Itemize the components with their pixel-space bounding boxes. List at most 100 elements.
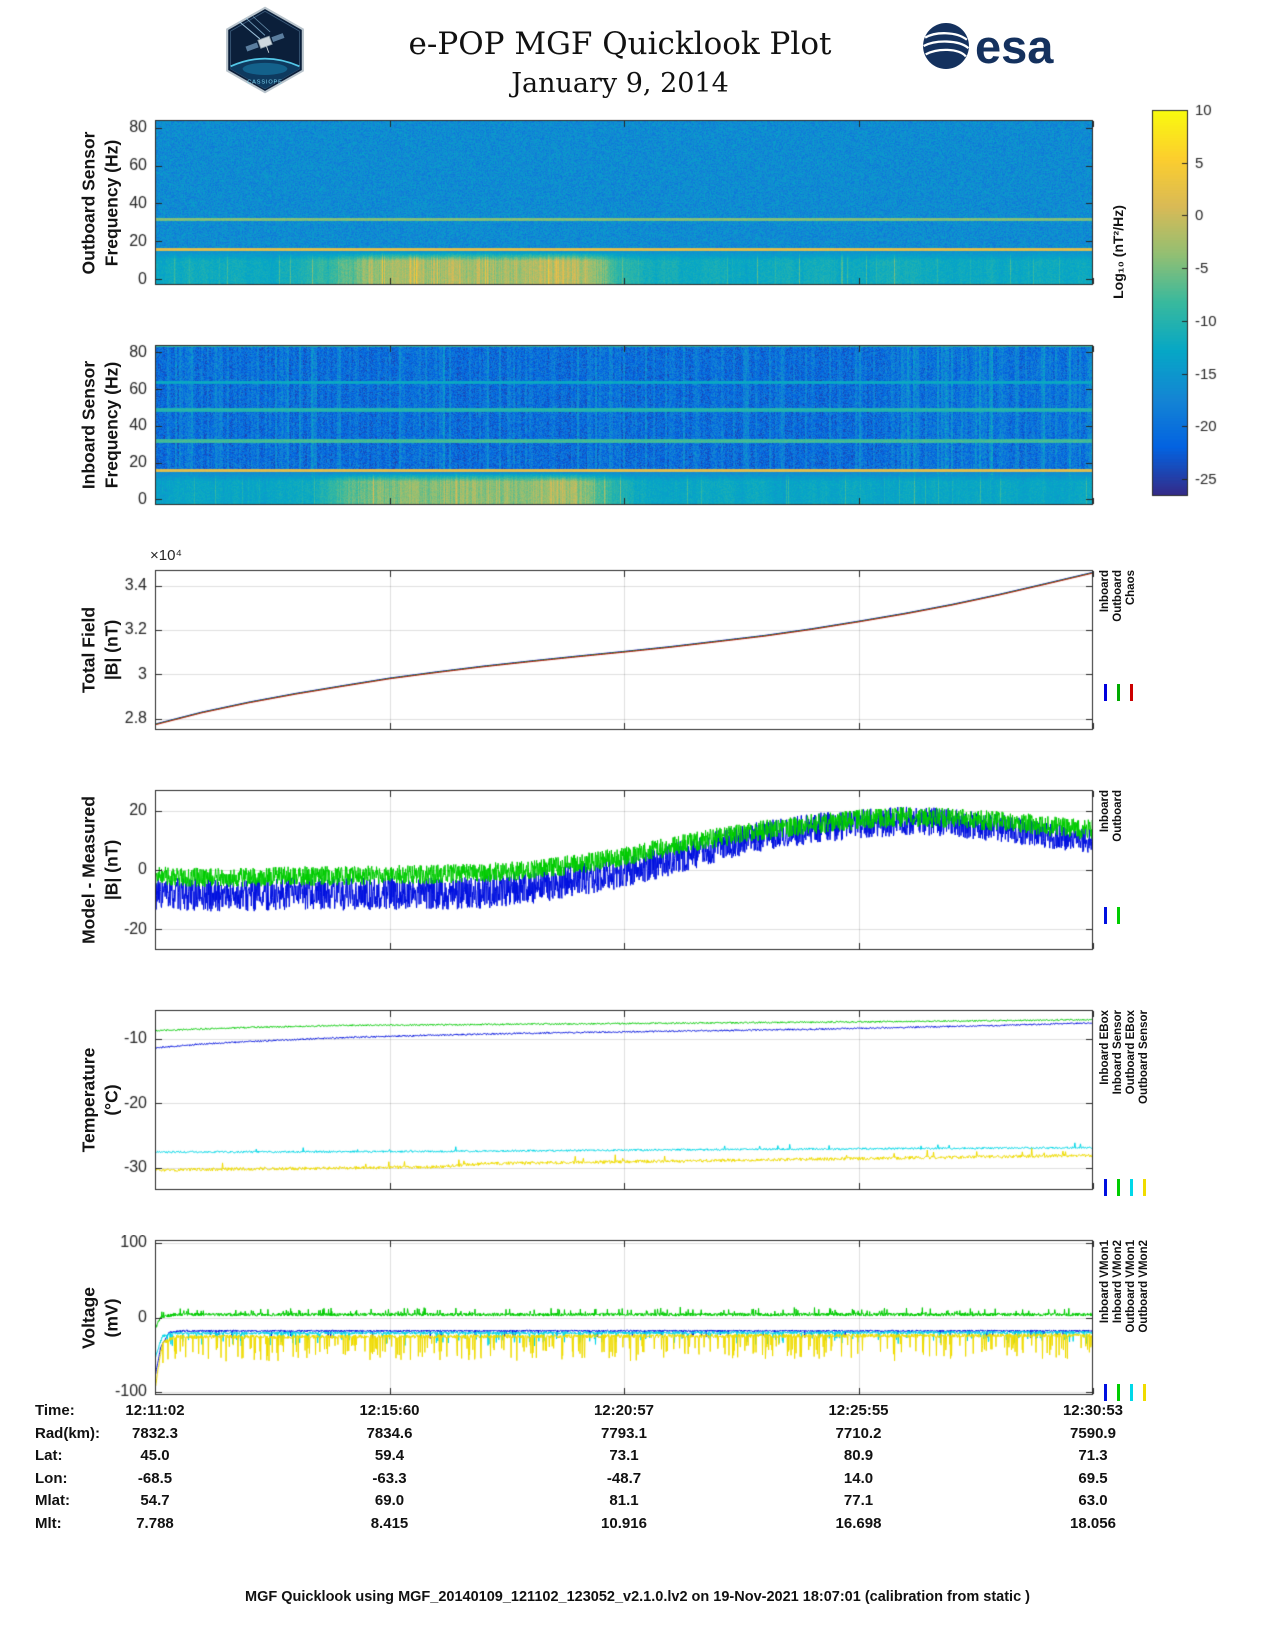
legend-marker [1104, 1179, 1107, 1196]
ephemeris-row-lat: Lat: 45.0 59.4 73.1 80.9 71.3 [0, 1447, 1275, 1470]
ephemeris-value: 81.1 [609, 1492, 639, 1509]
mission-logo-text: CASSIOPE [247, 80, 282, 86]
legend-item-inboard: Inboard [1099, 790, 1112, 950]
ephemeris-value: -63.3 [372, 1469, 407, 1487]
ephemeris-row-rad: Rad(km): 7832.3 7834.6 7793.1 7710.2 7590.9 [0, 1425, 1275, 1448]
ephemeris-value: 69.0 [374, 1492, 405, 1509]
total-field-panel: ×10⁴ Total Field |B| (nT) InboardOutboar… [0, 547, 1275, 735]
legend-label: Chaos [1125, 570, 1137, 606]
legend-marker [1117, 1384, 1120, 1401]
legend-item-outboard: Outboard [1112, 790, 1125, 950]
ephemeris-value: 7832.3 [132, 1424, 178, 1442]
satellite-icon [245, 33, 285, 53]
legend-marker [1117, 1179, 1120, 1196]
ephemeris-value: 12:20:57 [593, 1402, 655, 1419]
legend-item-inboard: Inboard [1099, 570, 1112, 730]
ephemeris-value: 16.698 [835, 1514, 882, 1532]
footer-text: MGF Quicklook using MGF_20140109_121102_… [245, 1589, 1030, 1605]
ephemeris-value: 80.9 [843, 1447, 874, 1464]
legend-item-chaos: Chaos [1125, 570, 1138, 730]
ephemeris-value: 45.0 [140, 1447, 170, 1464]
figure-title: e-POP MGF Quicklook Plot [408, 26, 832, 62]
figure-date: January 9, 2014 [511, 68, 729, 99]
outboard-spectrogram-panel: Outboard Sensor Frequency (Hz) [0, 115, 1275, 290]
legend-item-inboard-ebox: Inboard EBox [1099, 1010, 1112, 1196]
temperature-plot-canvas [85, 1005, 1095, 1195]
legend-marker [1117, 907, 1120, 924]
ephemeris-value: 12:15:60 [359, 1402, 420, 1419]
ephemeris-value: 12:30:53 [1062, 1402, 1124, 1419]
legend-item-outboard-vmon1: Outboard VMon1 [1125, 1240, 1138, 1401]
ephemeris-row-label: Lon: [35, 1469, 68, 1487]
legend-item-outboard-vmon2: Outboard VMon2 [1138, 1240, 1151, 1401]
legend-item-inboard-sensor: Inboard Sensor [1112, 1010, 1125, 1196]
colorbar-canvas [1146, 103, 1258, 503]
ephemeris-row-mlt: Mlt: 7.788 8.415 10.916 16.698 18.056 [0, 1515, 1275, 1538]
ephemeris-row-label: Mlat: [35, 1492, 70, 1509]
ephemeris-value: 18.056 [1070, 1514, 1116, 1532]
legend-marker [1104, 1384, 1107, 1401]
ephemeris-value: 12:11:02 [125, 1402, 185, 1419]
legend-label: Outboard [1112, 790, 1124, 842]
inboard-spectrogram-canvas [85, 340, 1095, 510]
legend-label: Outboard EBox [1125, 1010, 1137, 1095]
legend-label: Outboard VMon1 [1125, 1240, 1137, 1333]
legend-item-outboard-sensor: Outboard Sensor [1138, 1010, 1151, 1196]
legend-item-outboard: Outboard [1112, 570, 1125, 730]
cassiope-mission-logo: CASSIOPE [226, 6, 304, 94]
y-axis-exponent-label: ×10⁴ [150, 547, 182, 564]
ephemeris-row-label: Time: [35, 1402, 75, 1419]
colorbar-label: Log₁₀ (nT²/Hz) [1110, 205, 1126, 299]
ephemeris-row-mlat: Mlat: 54.7 69.0 81.1 77.1 63.0 [0, 1492, 1275, 1515]
inboard-spectrogram-panel: Inboard Sensor Frequency (Hz) [0, 340, 1275, 510]
ephemeris-value: 77.1 [843, 1492, 874, 1509]
model-minus-measured-panel: Model - Measured |B| (nT) InboardOutboar… [0, 785, 1275, 955]
ephemeris-table: Time: 12:11:02 12:15:60 12:20:57 12:25:55 12:… [0, 1402, 1275, 1537]
ephemeris-row-label: Rad(km): [35, 1424, 101, 1442]
ephemeris-value: -48.7 [606, 1469, 642, 1487]
ephemeris-row-label: Mlt: [35, 1514, 62, 1532]
ephemeris-value: 7793.1 [601, 1424, 647, 1442]
legend-marker [1130, 1179, 1133, 1196]
legend-item-outboard-ebox: Outboard EBox [1125, 1010, 1138, 1196]
ephemeris-value: 12:25:55 [828, 1402, 889, 1419]
legend-voltage: Inboard VMon1 Inboard VMon2 Outboard VMon1… [1099, 1240, 1151, 1401]
voltage-plot-canvas [85, 1235, 1095, 1400]
ephemeris-value: 59.4 [374, 1447, 405, 1464]
model-minus-measured-plot-canvas [85, 785, 1095, 955]
ephemeris-row-label: Lat: [35, 1447, 63, 1464]
legend-marker [1143, 1384, 1146, 1401]
legend-label: Inboard Sensor [1112, 1010, 1124, 1095]
legend-model-measured: Inboard Outboard [1099, 790, 1125, 950]
legend-label: Outboard Sensor [1138, 1010, 1150, 1104]
ephemeris-value: 7590.9 [1070, 1424, 1116, 1442]
header: CASSIOPE e-POP MGF Quicklook Plot Januar… [0, 0, 1275, 112]
legend-marker [1117, 684, 1120, 701]
legend-marker [1130, 684, 1133, 701]
legend-marker [1143, 1179, 1146, 1196]
legend-marker [1104, 684, 1107, 701]
ephemeris-value: 54.7 [140, 1492, 170, 1509]
legend-marker [1104, 907, 1107, 924]
legend-label: Outboard VMon2 [1138, 1240, 1150, 1333]
legend-temperature: Inboard EBox Inboard Sensor Outboard EBox O… [1099, 1010, 1151, 1196]
esa-logo: esa [922, 22, 1053, 70]
ephemeris-value: 7834.6 [366, 1424, 413, 1442]
ephemeris-value: 73.1 [609, 1447, 639, 1464]
legend-label: Inboard [1099, 570, 1111, 613]
legend-label: Inboard [1099, 790, 1111, 833]
ephemeris-value: 69.5 [1078, 1469, 1108, 1487]
ephemeris-value: 10.916 [601, 1514, 647, 1532]
ephemeris-value: 71.3 [1078, 1447, 1108, 1464]
total-field-plot-canvas [85, 565, 1095, 735]
esa-wordmark: esa [975, 19, 1054, 73]
ephemeris-value: 7.788 [136, 1514, 174, 1532]
ephemeris-value: 8.415 [370, 1514, 409, 1532]
esa-globe-icon [923, 23, 970, 69]
ephemeris-row-lon: Lon: -68.5 -63.3 -48.7 14.0 69.5 [0, 1470, 1275, 1493]
ephemeris-value: 14.0 [843, 1469, 874, 1487]
outboard-spectrogram-canvas [85, 115, 1095, 290]
